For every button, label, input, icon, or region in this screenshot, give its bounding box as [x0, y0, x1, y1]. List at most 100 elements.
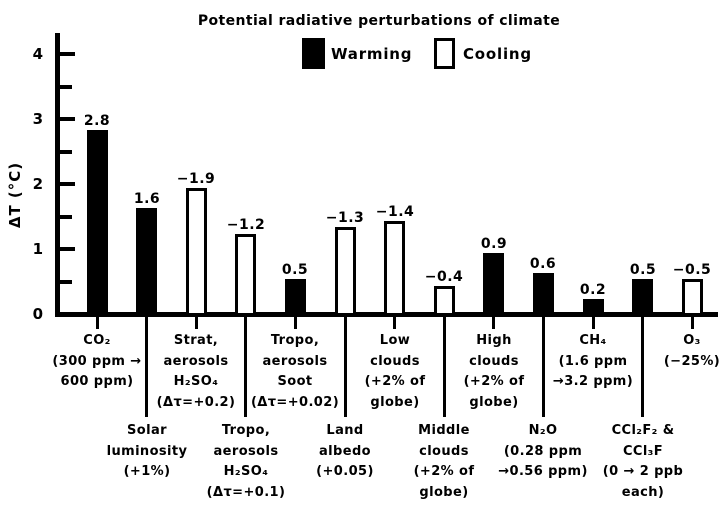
category-label-line: Tropo,	[270, 333, 320, 348]
category-label-line: CCl₃F	[622, 443, 664, 459]
bar-o3	[682, 279, 703, 316]
category-label-line: Land	[326, 423, 364, 438]
leader-line-o3	[691, 316, 694, 329]
category-label-line: globe)	[419, 484, 469, 500]
value-label-middle-clouds: −0.4	[424, 269, 464, 285]
bar-tropo-aerosols-soot	[285, 279, 306, 316]
category-label-solar-luminosity: Solar luminosity (+1%)	[91, 421, 203, 483]
warming-swatch-icon	[302, 38, 325, 69]
category-label-tropo-aerosols-soot: Tropo, aerosols Soot (Δτ=+0.02)	[239, 331, 351, 413]
category-label-low-clouds: Low clouds (+2% of globe)	[339, 331, 451, 413]
category-label-line: (+2% of	[463, 374, 525, 389]
leader-line-strat-aerosols-h2so4	[195, 316, 198, 329]
value-label-n2o: 0.6	[529, 256, 557, 272]
category-label-co2: CO₂ (300 ppm → 600 ppm)	[41, 331, 153, 393]
category-label-o3: O₃ (−25%)	[636, 331, 725, 372]
bar-n2o	[533, 273, 554, 316]
bar-high-clouds	[483, 253, 504, 316]
category-label-line: Solar	[127, 423, 167, 438]
category-label-n2o: N₂O (0.28 ppm →0.56 ppm)	[487, 421, 599, 483]
category-label-line: (0.28 ppm	[503, 443, 583, 459]
category-label-line: →0.56 ppm)	[498, 464, 588, 479]
bar-solar-luminosity	[136, 208, 157, 316]
value-label-strat-aerosols-h2so4: −1.9	[176, 171, 216, 187]
category-label-line: aerosols	[262, 353, 328, 369]
value-label-cfc: 0.5	[629, 262, 657, 278]
y-axis-line	[55, 33, 60, 316]
category-label-tropo-aerosols-h2so4: Tropo, aerosols H₂SO₄ (Δτ=+0.1)	[190, 421, 302, 503]
category-label-line: N₂O	[528, 423, 558, 438]
category-label-line: CH₄	[579, 333, 607, 348]
category-label-line: (+2% of	[364, 374, 426, 389]
y-tick-label: 1	[32, 240, 43, 258]
value-label-o3: −0.5	[672, 262, 712, 278]
category-label-line: High	[476, 333, 512, 348]
bar-tropo-aerosols-h2so4	[235, 234, 256, 316]
category-label-line: clouds	[370, 353, 420, 369]
value-label-co2: 2.8	[83, 113, 111, 129]
value-label-tropo-aerosols-h2so4: −1.2	[226, 217, 266, 233]
category-label-line: →3.2 ppm)	[552, 374, 634, 389]
category-label-line: Tropo,	[221, 423, 271, 438]
value-label-land-albedo: −1.3	[325, 210, 365, 226]
category-label-high-clouds: High clouds (+2% of globe)	[438, 331, 550, 413]
category-label-line: H₂SO₄	[223, 464, 269, 479]
leader-line-co2	[96, 316, 99, 329]
category-label-line: (Δτ=+0.2)	[156, 394, 236, 410]
category-label-line: aerosols	[213, 443, 279, 459]
category-label-line: 600 ppm)	[60, 374, 134, 389]
category-label-strat-aerosols-h2so4: Strat, aerosols H₂SO₄ (Δτ=+0.2)	[140, 331, 252, 413]
category-label-line: clouds	[469, 353, 519, 369]
bar-low-clouds	[384, 221, 405, 316]
leader-line-ch4	[592, 316, 595, 329]
category-label-line: Low	[379, 333, 411, 348]
leader-line-n2o	[542, 316, 545, 417]
bar-strat-aerosols-h2so4	[186, 188, 207, 316]
y-major-tick	[60, 247, 75, 251]
category-label-line: each)	[621, 484, 665, 500]
y-minor-tick	[60, 85, 72, 89]
category-label-line: (1.6 ppm	[558, 353, 628, 369]
leader-line-land-albedo	[344, 316, 347, 417]
category-label-line: Middle	[418, 423, 470, 438]
bar-cfc	[632, 279, 653, 316]
y-tick-label: 3	[32, 110, 43, 128]
category-label-line: (Δτ=+0.1)	[206, 484, 286, 500]
category-label-line: clouds	[419, 443, 469, 459]
bar-land-albedo	[335, 227, 356, 316]
category-label-line: albedo	[319, 443, 371, 459]
category-label-line: H₂SO₄	[173, 374, 219, 389]
leader-line-low-clouds	[393, 316, 396, 329]
category-label-land-albedo: Land albedo (+0.05)	[289, 421, 401, 483]
leader-line-high-clouds	[492, 316, 495, 329]
leader-line-tropo-aerosols-soot	[294, 316, 297, 329]
category-label-line: (−25%)	[663, 353, 721, 369]
category-label-line: O₃	[683, 333, 701, 348]
y-major-tick	[60, 52, 75, 56]
value-label-ch4: 0.2	[579, 282, 607, 298]
category-label-line: (+0.05)	[316, 464, 374, 479]
category-label-line: (0 → 2 ppb	[602, 464, 684, 479]
y-major-tick	[60, 312, 75, 316]
y-minor-tick	[60, 150, 72, 154]
category-label-line: Soot	[277, 374, 313, 389]
category-label-line: (Δτ=+0.02)	[250, 394, 340, 410]
value-label-high-clouds: 0.9	[480, 236, 508, 252]
bar-middle-clouds	[434, 286, 455, 316]
category-label-cfc: CCl₂F₂ & CCl₃F (0 → 2 ppb each)	[587, 421, 699, 503]
cooling-swatch-icon	[434, 38, 455, 69]
bar-co2	[87, 130, 108, 316]
category-label-line: (+1%)	[123, 464, 171, 479]
chart-title: Potential radiative perturbations of cli…	[197, 13, 561, 29]
value-label-solar-luminosity: 1.6	[133, 191, 161, 207]
leader-line-cfc	[641, 316, 644, 417]
y-tick-label: 0	[32, 305, 43, 323]
category-label-line: globe)	[469, 394, 519, 410]
y-tick-label: 4	[32, 45, 43, 63]
category-label-line: globe)	[370, 394, 420, 410]
y-major-tick	[60, 182, 75, 186]
category-label-line: aerosols	[163, 353, 229, 369]
leader-line-solar-luminosity	[145, 316, 148, 417]
category-label-line: Strat,	[173, 333, 219, 348]
